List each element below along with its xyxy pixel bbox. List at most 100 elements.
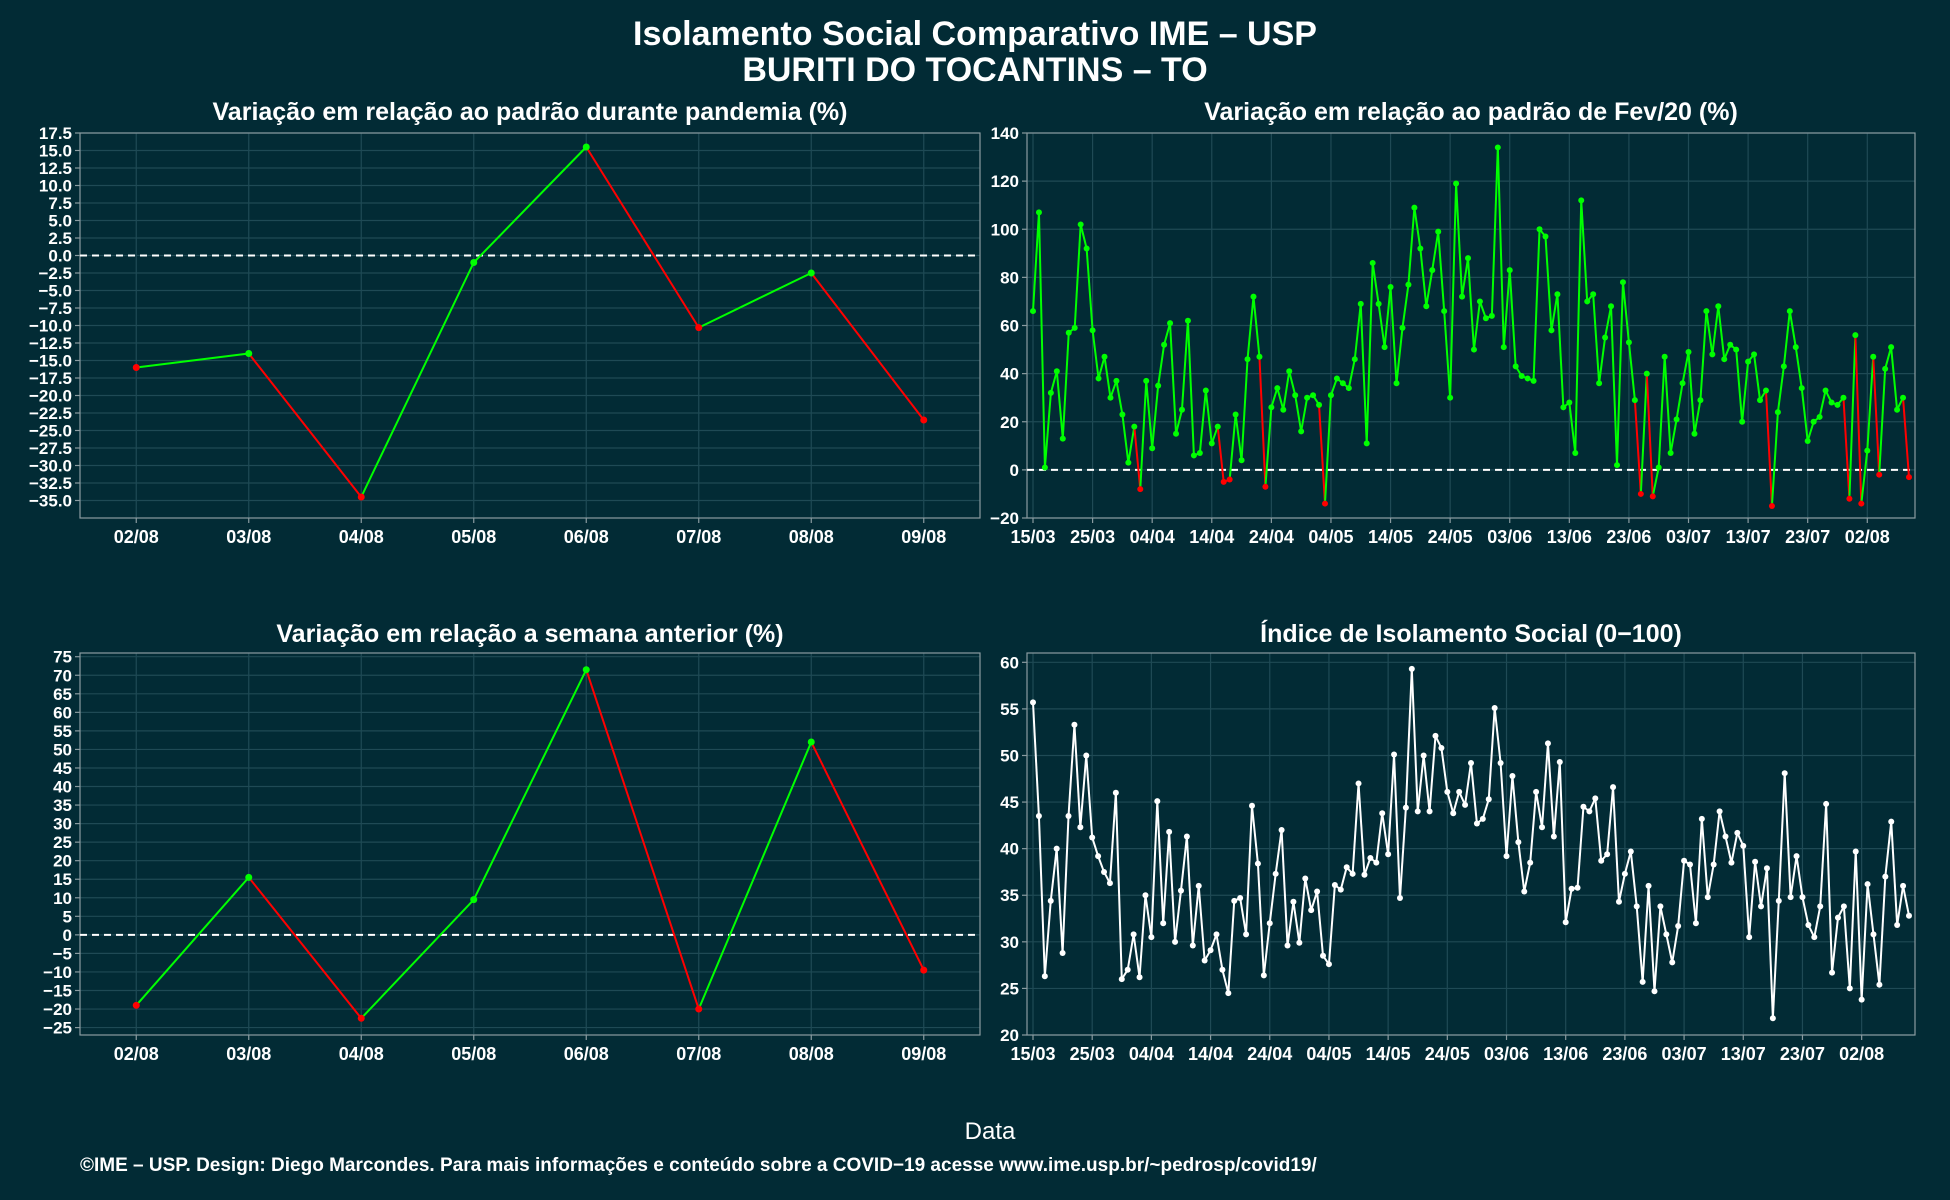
x-tick-label: 02/08 [114, 1044, 159, 1064]
x-tick-label: 09/08 [901, 527, 946, 547]
data-point [1190, 452, 1197, 459]
series-segment [1550, 294, 1559, 331]
data-point [1858, 996, 1865, 1003]
data-point [1089, 834, 1096, 841]
data-point [1722, 833, 1729, 840]
y-tick-label: −32.5 [29, 474, 72, 493]
series-segment [1127, 426, 1136, 463]
data-point [1503, 853, 1510, 860]
data-point [1226, 476, 1233, 483]
x-tick-label: 03/06 [1484, 1044, 1529, 1064]
x-tick-label: 06/08 [564, 527, 609, 547]
data-point [1703, 308, 1710, 315]
x-tick-label: 07/08 [676, 527, 721, 547]
series-segment [1687, 351, 1696, 434]
series-segment [1327, 884, 1336, 965]
data-point [1155, 382, 1162, 389]
data-point [132, 1001, 140, 1009]
series-segment [1604, 306, 1613, 338]
series-segment [1446, 791, 1455, 814]
series-segment [1156, 801, 1165, 924]
y-tick-label: −27.5 [29, 439, 72, 458]
data-point [1793, 853, 1800, 860]
x-tick-label: 02/08 [1839, 1044, 1884, 1064]
data-point [1420, 752, 1427, 759]
data-point [1774, 409, 1781, 416]
data-point [1590, 291, 1597, 298]
data-point [1369, 259, 1376, 266]
data-point [1639, 978, 1646, 985]
data-point [1387, 284, 1394, 290]
data-point [1331, 881, 1338, 888]
series-segment [1079, 755, 1088, 828]
series-segment [1410, 668, 1419, 812]
data-point [1238, 457, 1245, 464]
y-tick-label: −12.5 [29, 334, 72, 353]
series-segment [1185, 836, 1194, 946]
series-segment [1635, 906, 1644, 982]
y-tick-label: 30 [53, 815, 72, 834]
data-point [1202, 387, 1209, 394]
series-segment [1169, 323, 1178, 434]
data-point [1053, 845, 1060, 852]
series-segment [1576, 806, 1585, 888]
series-segment [1055, 371, 1064, 439]
data-point [1196, 450, 1203, 457]
series-segment [1748, 861, 1757, 938]
series-segment [1511, 775, 1520, 843]
series-segment [1383, 286, 1392, 348]
data-point [1685, 348, 1692, 355]
series-segment [1651, 467, 1660, 497]
data-point [1568, 885, 1575, 892]
data-point [1077, 824, 1084, 831]
data-point [1208, 440, 1215, 447]
y-tick-label: −20.0 [29, 387, 72, 406]
data-point [1119, 411, 1126, 418]
series-segment [1151, 385, 1160, 449]
data-point [1447, 394, 1454, 401]
data-point [1423, 303, 1430, 310]
data-point [1625, 339, 1632, 346]
series-segment [1234, 414, 1243, 461]
series-segment [1866, 883, 1875, 935]
data-point [1533, 788, 1540, 795]
series-segment [1677, 860, 1686, 927]
series-segment [1452, 791, 1461, 814]
data-point [1840, 903, 1847, 910]
data-point [1071, 721, 1078, 728]
series-segment [697, 741, 813, 1010]
series-segment [585, 669, 700, 1010]
series-segment [1157, 344, 1166, 386]
data-point [1220, 478, 1227, 485]
data-point [1574, 884, 1581, 891]
data-point [1769, 1015, 1776, 1022]
chart-fev20: Variação em relação ao padrão de Fev/20 … [990, 98, 1916, 547]
series-segment [1375, 813, 1384, 863]
data-point [695, 1005, 703, 1013]
data-point [1751, 351, 1758, 358]
data-point [1041, 973, 1048, 980]
data-point [1614, 462, 1620, 469]
data-point [1071, 324, 1078, 331]
data-point [1349, 870, 1356, 877]
data-point [1125, 459, 1132, 466]
y-tick-label: −20 [990, 509, 1019, 528]
data-point [1173, 430, 1180, 437]
x-tick-label: 04/04 [1130, 527, 1175, 547]
series-segment [1085, 248, 1094, 331]
series-segment [1598, 337, 1607, 384]
series-segment [1794, 347, 1803, 389]
data-point [807, 738, 815, 746]
data-point [470, 259, 478, 266]
series-segment [1627, 342, 1636, 401]
chart-pandemia: Variação em relação ao padrão durante pa… [29, 98, 981, 547]
series-segment [1610, 306, 1618, 466]
series-segment [1389, 286, 1398, 384]
data-point [1518, 373, 1525, 380]
data-point [1213, 931, 1220, 938]
series-segment [1416, 755, 1425, 812]
data-point [1333, 375, 1340, 382]
series-segment [1517, 842, 1526, 892]
series-segment [1437, 231, 1446, 312]
series-segment [1103, 356, 1112, 398]
